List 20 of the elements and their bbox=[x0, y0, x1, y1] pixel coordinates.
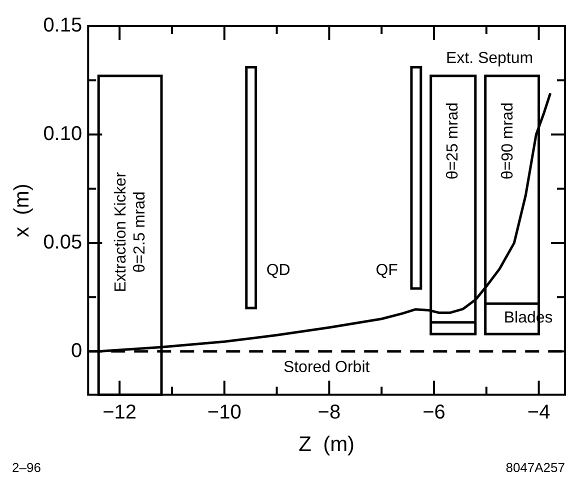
x-tick-label: −6 bbox=[422, 401, 446, 424]
x-tick-label: −8 bbox=[318, 401, 341, 424]
text: 8047A257 bbox=[506, 460, 565, 475]
ref-line-label: Stored Orbit bbox=[283, 358, 370, 376]
text: 2–96 bbox=[12, 460, 41, 475]
y-tick-label: 0.15 bbox=[43, 14, 82, 37]
annotation: Ext. Septum bbox=[446, 50, 534, 68]
annotation: QD bbox=[266, 262, 290, 280]
y-tick-label: 0.10 bbox=[43, 122, 82, 145]
x-tick-label: −10 bbox=[207, 401, 242, 424]
annotation: θ=25 mrad bbox=[444, 102, 462, 180]
y-tick-label: 0 bbox=[71, 340, 82, 362]
x-tick-label: −12 bbox=[102, 401, 137, 424]
x-axis-title: Z (m) bbox=[298, 433, 355, 456]
annotation: θ=90 mrad bbox=[500, 102, 517, 180]
y-tick-label: 0.05 bbox=[43, 231, 82, 254]
x-tick-label: −4 bbox=[527, 401, 550, 424]
annotation: Extraction Kicker θ=2.5 mrad bbox=[112, 171, 149, 292]
y-axis-title: x (m) bbox=[10, 184, 34, 238]
annotation: QF bbox=[376, 262, 398, 280]
